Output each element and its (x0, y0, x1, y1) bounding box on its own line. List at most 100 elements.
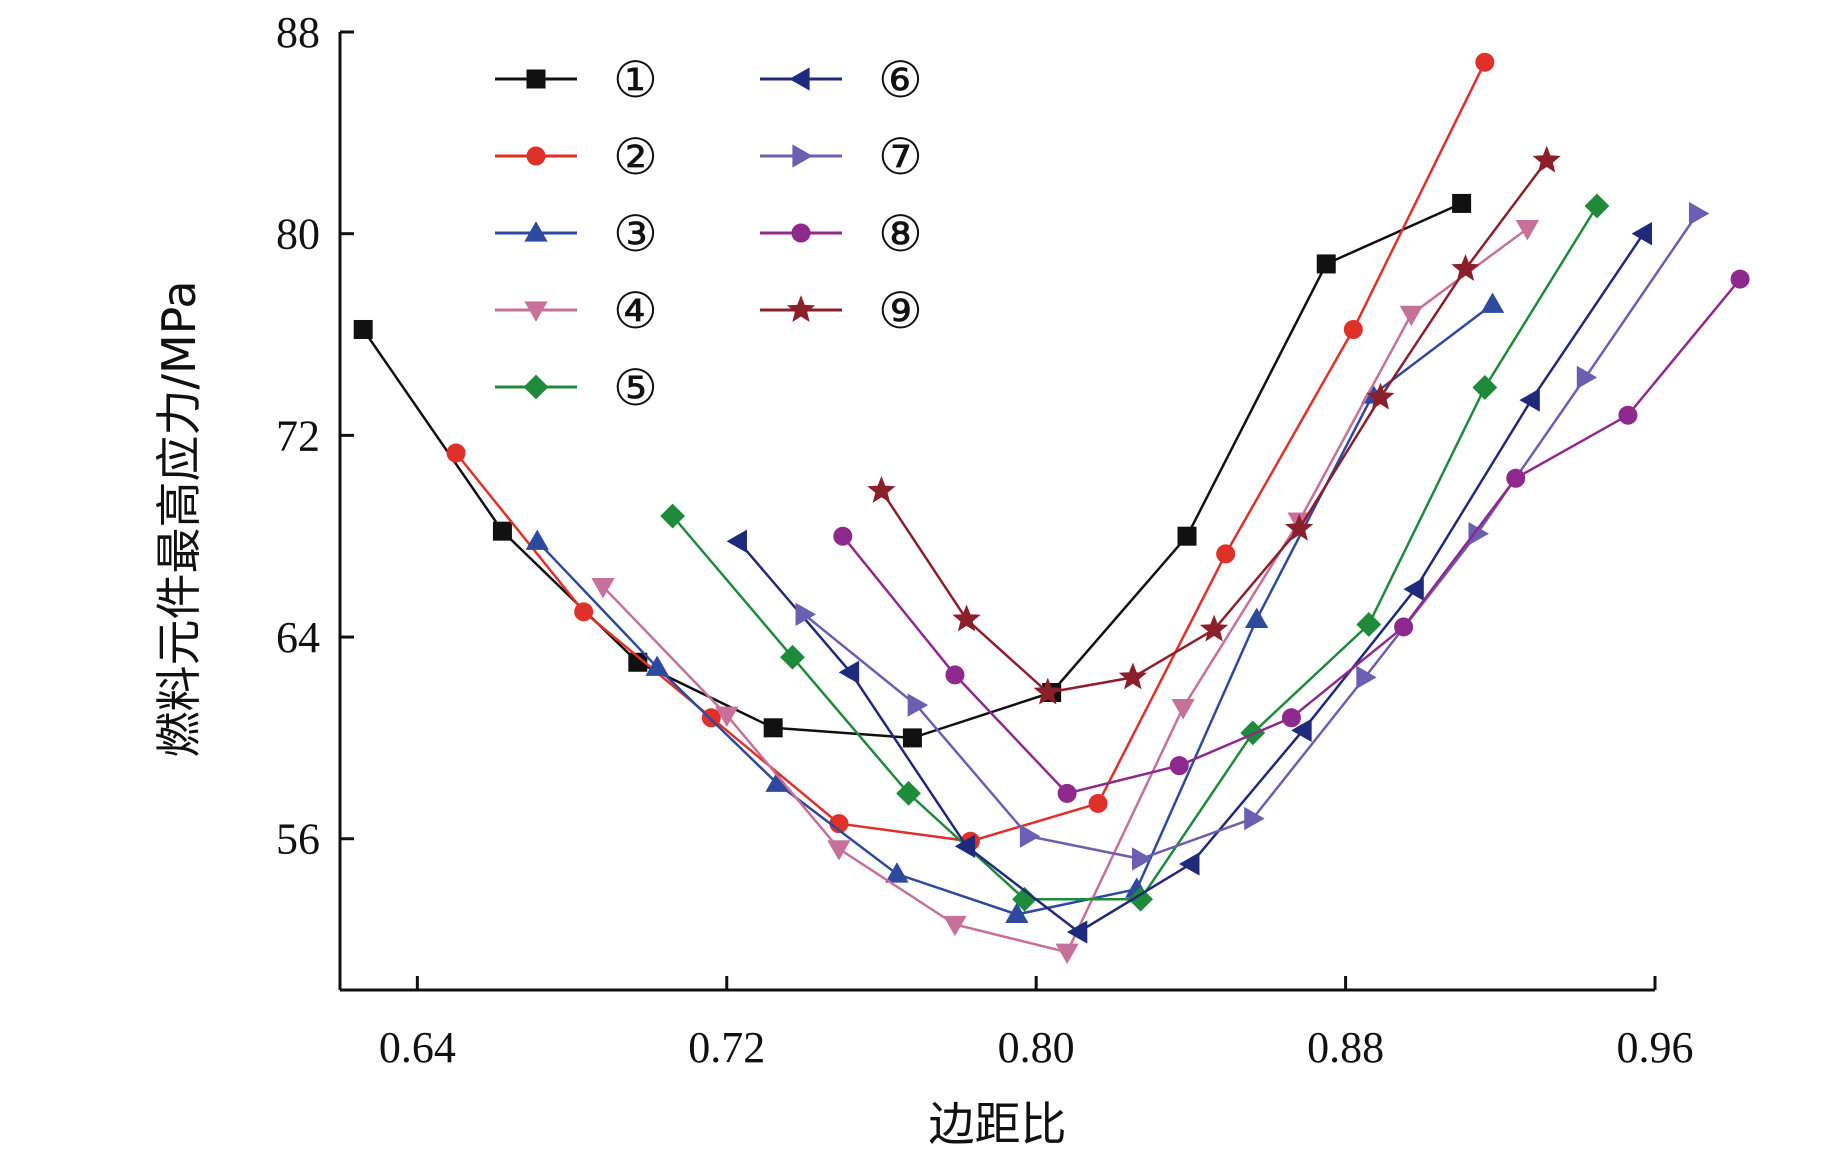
legend: ① ② ③ ④ ⑤ ⑥ ⑦ ⑧ ⑨ (495, 51, 923, 417)
data-point (838, 660, 860, 685)
data-point (791, 223, 811, 243)
y-axis-title: 燃料元件最高应力/MPa (152, 280, 206, 757)
data-point (896, 780, 921, 806)
data-point (1285, 513, 1314, 541)
data-point (1451, 254, 1480, 282)
series-6 (726, 222, 1652, 944)
series-8 (833, 269, 1750, 803)
series-9 (867, 145, 1561, 705)
data-point (1244, 806, 1265, 831)
data-point (1005, 902, 1029, 923)
y-tick-label: 72 (276, 411, 320, 460)
data-point (715, 706, 739, 728)
data-point (1343, 319, 1363, 339)
data-point (1584, 193, 1610, 219)
data-point (1576, 365, 1598, 390)
data-point (1399, 305, 1423, 327)
data-point (628, 652, 648, 672)
legend-label: ④ (613, 282, 658, 340)
legend-item-3: ③ (495, 205, 658, 263)
data-point (1356, 612, 1382, 637)
data-point (1532, 145, 1561, 173)
legend-item-9: ⑨ (760, 282, 923, 340)
data-point (645, 655, 669, 676)
legend-item-8: ⑧ (760, 205, 923, 263)
data-point (885, 862, 909, 883)
data-point (526, 69, 546, 89)
data-point (1128, 886, 1154, 912)
data-point (1452, 193, 1472, 213)
data-point (660, 503, 686, 529)
data-point (1033, 677, 1062, 705)
series-line (803, 212, 1699, 861)
data-point (907, 693, 929, 717)
legend-label: ⑦ (878, 128, 923, 186)
legend-item-6: ⑥ (760, 51, 923, 109)
data-point (1177, 526, 1197, 546)
data-point (492, 521, 512, 541)
data-point (701, 708, 721, 728)
data-point (353, 319, 373, 339)
legend-item-7: ⑦ (760, 128, 923, 186)
data-point (591, 578, 615, 599)
data-point (952, 604, 981, 632)
data-point (1506, 468, 1526, 488)
data-point (1132, 847, 1153, 871)
legend-label: ⑨ (878, 282, 923, 340)
data-point (902, 728, 922, 748)
data-point (525, 529, 549, 550)
data-point (1316, 254, 1336, 274)
data-point (1515, 220, 1540, 241)
data-point (945, 665, 965, 685)
legend-item-2: ② (495, 128, 658, 186)
data-point (1394, 617, 1414, 637)
data-point (1631, 222, 1652, 246)
data-point (1618, 405, 1638, 425)
series-3 (525, 292, 1505, 923)
legend-label: ⑧ (878, 205, 923, 263)
data-point (526, 146, 546, 166)
data-point (1519, 388, 1540, 412)
legend-label: ③ (613, 205, 658, 263)
data-point (1199, 614, 1229, 642)
data-point (1019, 824, 1041, 848)
data-point (1169, 756, 1189, 776)
data-point (1688, 201, 1710, 226)
plot-area: 0.64 0.72 0.80 0.88 0.96 56 64 72 80 88 (276, 8, 1750, 1072)
data-point (786, 295, 816, 322)
data-point (523, 374, 549, 400)
series-1 (353, 193, 1472, 748)
data-point (1244, 607, 1269, 629)
legend-label: ① (613, 51, 658, 109)
data-point (792, 144, 813, 168)
data-point (1475, 52, 1495, 72)
data-point (1057, 783, 1077, 803)
x-tick-label: 0.88 (1307, 1023, 1384, 1072)
y-tick-label: 64 (276, 613, 320, 662)
data-point (446, 443, 466, 463)
data-point (954, 834, 976, 858)
data-point (943, 915, 967, 937)
x-axis-title: 边距比 (929, 1097, 1067, 1151)
series-line (880, 159, 1548, 694)
data-point (1356, 665, 1377, 690)
data-point (1281, 708, 1301, 728)
data-point (789, 67, 810, 91)
series-line (455, 61, 1486, 843)
x-tick-label: 0.80 (998, 1023, 1075, 1072)
y-tick-label: 56 (276, 815, 320, 864)
data-point (795, 602, 816, 627)
series-4 (591, 220, 1540, 964)
x-tick-label: 0.64 (379, 1023, 456, 1072)
legend-label: ⑥ (878, 51, 923, 109)
data-point (1171, 699, 1195, 720)
data-point (1480, 292, 1505, 313)
axis-ticks: 0.64 0.72 0.80 0.88 0.96 56 64 72 80 88 (276, 8, 1694, 1072)
series-7 (795, 201, 1710, 871)
x-tick-label: 0.96 (1617, 1023, 1694, 1072)
series-line (536, 303, 1494, 916)
data-point (1066, 920, 1088, 944)
y-tick-label: 88 (276, 8, 320, 57)
data-point (833, 526, 853, 546)
